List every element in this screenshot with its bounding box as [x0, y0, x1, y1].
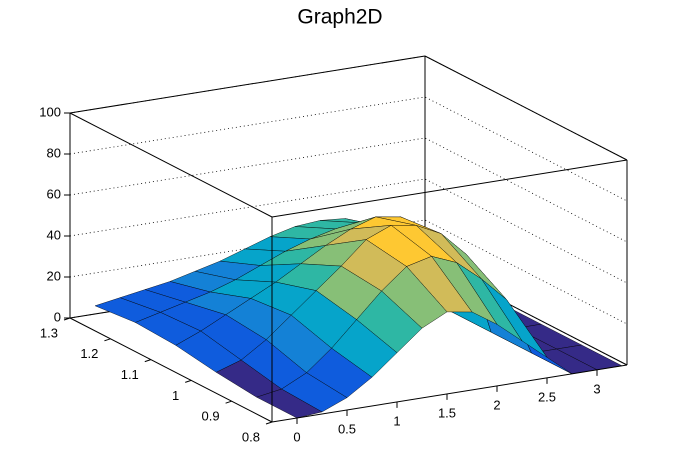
- box-edge: [69, 55, 426, 114]
- grid-line: [69, 96, 628, 202]
- y-tick-label: 0.8: [242, 429, 260, 444]
- y-tick-label: 1.1: [121, 367, 139, 382]
- box-edge: [271, 159, 628, 218]
- x-tick-label: 2: [493, 397, 500, 412]
- x-tick-label: 0.5: [338, 421, 356, 436]
- x-tick-label: 3: [593, 381, 600, 396]
- z-tick-label: 40: [47, 227, 61, 242]
- y-tick: [185, 379, 192, 383]
- x-tick-label: 1: [393, 413, 400, 428]
- z-tick-label: 100: [39, 104, 61, 119]
- y-tick: [265, 421, 273, 425]
- y-tick: [63, 317, 71, 321]
- box-edge: [69, 317, 273, 423]
- y-tick: [144, 359, 151, 363]
- x-tick-label: 0: [293, 429, 300, 444]
- grid-line: [69, 55, 628, 161]
- y-tick-label: 1.2: [80, 346, 98, 361]
- chart-title: Graph2D: [297, 6, 382, 29]
- x-tick-label: 2.5: [538, 389, 556, 404]
- y-tick: [225, 400, 232, 404]
- z-tick-label: 80: [47, 145, 61, 160]
- y-tick-label: 1: [172, 388, 179, 403]
- z-tick-label: 60: [47, 186, 61, 201]
- y-tick: [104, 338, 111, 342]
- box-edge: [271, 364, 628, 423]
- y-tick-label: 1.3: [40, 325, 58, 340]
- surface-cell: [255, 388, 323, 419]
- y-tick-label: 0.9: [202, 409, 220, 424]
- x-tick-label: 1.5: [438, 405, 456, 420]
- z-tick-label: 0: [54, 309, 61, 324]
- box-edge: [69, 112, 273, 218]
- z-tick-label: 20: [47, 268, 61, 283]
